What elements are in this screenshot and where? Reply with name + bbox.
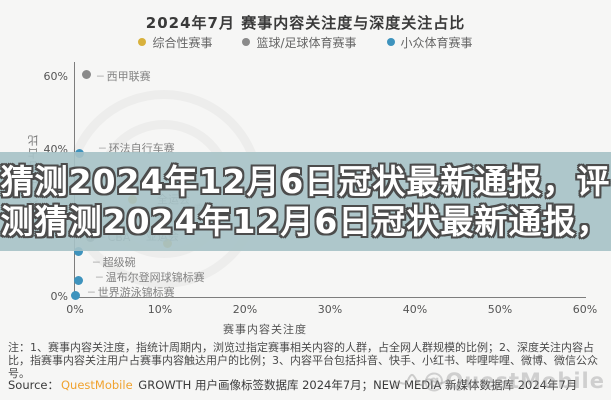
legend-label: 综合性赛事 [152, 35, 213, 50]
label-connector: ─ [93, 256, 100, 269]
brand-watermark: @QuestMobile [423, 369, 605, 393]
y-tick-label: 60% [43, 69, 68, 83]
legend-dot-icon [138, 38, 147, 46]
overlay-text-line: 猜测2024年12月6日冠状最新通报，评 [0, 161, 611, 201]
signature-scribble-watermark [393, 374, 449, 389]
x-tick-label: 20% [232, 303, 258, 316]
footnote-line: 号。 [8, 367, 30, 380]
overlay-text-line: 测猜测2024年12月6日冠状最新通报， [0, 201, 611, 241]
label-connector: ─ [97, 70, 104, 83]
source-line: Source： QuestMobile GROWTH 用户画像标签数据库 2024… [8, 377, 606, 393]
y-tick-label: 0% [50, 290, 68, 303]
point-label: ─ 世界游泳锦标赛 [88, 286, 175, 299]
x-tick-label: 60% [572, 303, 598, 316]
source-rest: GROWTH 用户画像标签数据库 2024年7月；NEW MEDIA 新媒体数据… [134, 378, 578, 392]
legend-label: 篮球/足球体育赛事 [256, 35, 357, 50]
legend-dot-icon [242, 38, 251, 46]
legend-dot-icon [386, 38, 395, 46]
x-tick-label: 10% [147, 303, 173, 316]
source-brand: QuestMobile [61, 378, 133, 392]
legend-item: 小众体育赛事 [386, 34, 473, 51]
scatter-point [73, 246, 83, 256]
chart-legend: 综合性赛事 篮球/足球体育赛事 小众体育赛事 [0, 34, 611, 50]
point-label: ─ 超级碗 [93, 256, 136, 269]
scatter-point [81, 69, 91, 79]
chart-title: 2024年7月 赛事内容关注度与深度关注占比 [145, 14, 466, 32]
overlay-text-banner: 猜测2024年12月6日冠状最新通报，评 测猜测2024年12月6日冠状最新通报… [0, 152, 611, 251]
point-label: ─ 环法自行车赛 [99, 142, 175, 155]
legend-item: 综合性赛事 [138, 34, 212, 51]
legend-item: 篮球/足球体育赛事 [242, 34, 357, 51]
footnotes: 注：1、赛事内容关注度，指统计周期内，浏览过指定赛事相关内容的人群，占全网人群规… [8, 341, 606, 380]
footnote-line: 比，指赛事内容关注用户占赛事内容触达用户的比例；3、内容平台包括抖音、快手、小红… [8, 354, 598, 367]
legend-label: 小众体育赛事 [400, 35, 473, 50]
source-prefix: Source： [8, 378, 59, 392]
x-tick-label: 30% [317, 303, 343, 316]
x-axis-title: 赛事内容关注度 [223, 323, 307, 336]
label-connector: ─ [99, 142, 106, 155]
x-tick-label: 50% [487, 303, 513, 316]
x-tick-label: 40% [402, 303, 428, 316]
point-label: ─ 西甲联赛 [97, 70, 151, 83]
x-axis-line [74, 297, 586, 298]
scatter-point [73, 276, 83, 286]
label-connector: ─ [96, 271, 103, 284]
scatter-point [71, 291, 81, 301]
label-connector: ─ [88, 286, 95, 299]
point-label: ─ 温布尔登网球锦标赛 [96, 271, 205, 284]
x-tick-label: 0% [66, 303, 84, 316]
footnote-line: 注：1、赛事内容关注度，指统计周期内，浏览过指定赛事相关内容的人群，占全网人群规… [8, 341, 594, 354]
